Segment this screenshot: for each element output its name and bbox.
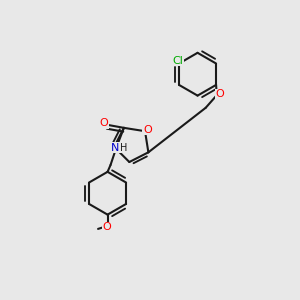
Text: O: O	[103, 222, 111, 232]
Text: N: N	[110, 143, 119, 153]
Text: Cl: Cl	[172, 56, 183, 65]
Text: O: O	[100, 118, 108, 128]
Text: O: O	[215, 89, 224, 99]
Text: H: H	[120, 143, 127, 153]
Text: O: O	[143, 125, 152, 135]
